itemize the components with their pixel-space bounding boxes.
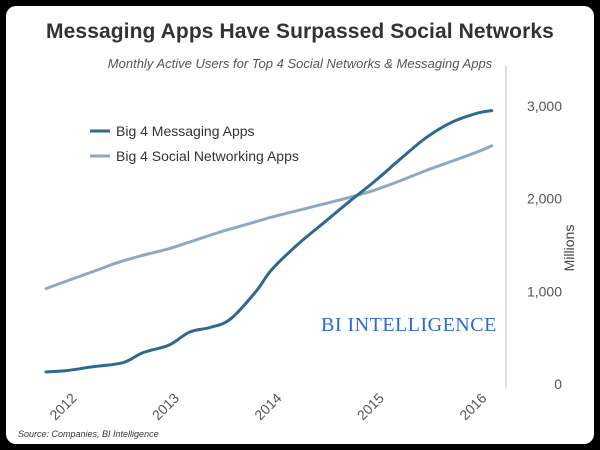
chart-card: Messaging Apps Have Surpassed Social Net…: [6, 6, 594, 444]
y-tick-label: 3,000: [527, 98, 562, 114]
series-lines: [44, 109, 494, 374]
y-tick-label: 0: [554, 376, 562, 392]
line-chart: 0 1,000 2,000 3,000 2012 2013 2014 2015 2016 Mi…: [44, 66, 577, 423]
series-line-messaging: [44, 109, 494, 374]
chart-title: Messaging Apps Have Surpassed Social Net…: [46, 20, 554, 43]
y-tick-label: 2,000: [527, 191, 562, 207]
source-note: Source: Companies, BI Intelligence: [18, 429, 159, 439]
y-axis-ticks: 0 1,000 2,000 3,000: [527, 98, 562, 392]
x-tick-label: 2012: [46, 390, 79, 423]
x-tick-label: 2015: [354, 390, 387, 423]
x-tick-label: 2014: [251, 390, 284, 423]
brand-watermark-text: BI INTELLIGENCE: [321, 314, 497, 336]
x-tick-label: 2013: [149, 390, 182, 423]
legend-label: Big 4 Messaging Apps: [116, 123, 255, 139]
brand-watermark: BI INTELLIGENCE: [321, 314, 497, 336]
legend-label: Big 4 Social Networking Apps: [116, 148, 299, 164]
x-tick-label: 2016: [456, 390, 489, 423]
series-line-social: [44, 144, 494, 291]
y-axis-title: Millions: [561, 225, 577, 272]
legend: Big 4 Messaging Apps Big 4 Social Network…: [90, 123, 299, 164]
y-tick-label: 1,000: [527, 283, 562, 299]
chart-subtitle: Monthly Active Users for Top 4 Social Ne…: [107, 56, 493, 71]
x-axis-ticks: 2012 2013 2014 2015 2016: [46, 390, 489, 423]
